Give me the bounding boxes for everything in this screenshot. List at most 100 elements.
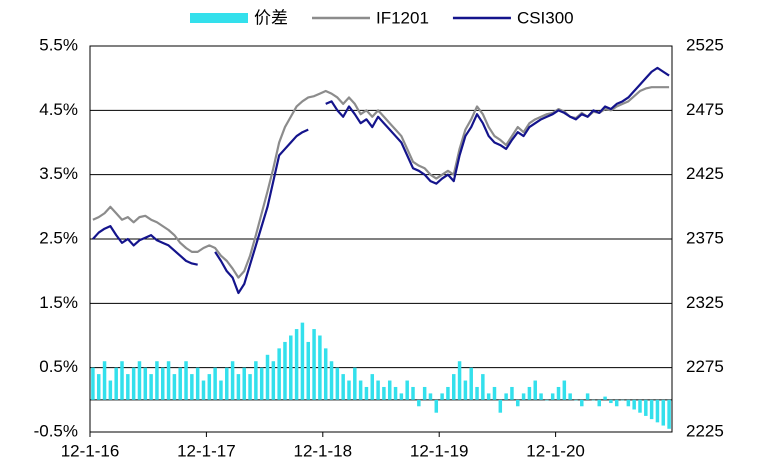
bar [533,380,537,400]
legend-label: IF1201 [376,8,429,27]
bar [574,399,578,401]
bar [422,386,427,400]
bar [644,399,648,416]
bar [353,367,357,400]
line [92,66,670,295]
bar [370,374,375,400]
bar [143,367,148,400]
bar [417,399,421,407]
bar [556,386,561,400]
bar [609,399,613,404]
bar [137,361,142,400]
y2-tick-label: 2375 [686,228,724,247]
bar [492,386,497,400]
y-tick-label: 2.5% [39,228,78,247]
legend-swatch [190,13,248,23]
x-tick-label: 12-1-19 [410,441,469,460]
y-tick-label: 3.5% [39,164,78,183]
bar [341,374,345,400]
bar [294,329,299,400]
bar [306,341,310,400]
bar [510,386,514,400]
bar [114,367,118,400]
bar [498,399,503,413]
bar [562,380,567,400]
bar [213,367,217,400]
bar [225,367,229,400]
plot-frame [89,45,673,433]
bar [318,335,322,400]
bar [364,386,369,400]
legend-label: CSI300 [517,8,574,27]
bar [632,399,636,410]
y-tick-label: 4.5% [39,100,78,119]
bar [102,361,107,400]
x-tick-label: 12-1-16 [61,441,120,460]
bar [155,361,159,400]
bar [591,399,596,401]
x-tick-label: 12-1-17 [177,441,236,460]
bar [358,380,363,400]
bar [248,374,252,400]
bar [434,399,439,413]
y2-tick-label: 2525 [686,35,724,54]
bar [521,393,526,400]
bar [219,380,223,400]
bar [545,399,549,401]
y-tick-label: -0.5% [34,421,78,440]
bar [335,367,340,400]
bar [469,367,473,400]
bar [347,380,351,400]
bar [131,367,136,400]
bar [649,399,654,420]
bar [504,393,508,400]
bar [580,399,584,407]
bar [149,374,153,400]
bar [166,361,171,400]
bar [242,367,246,400]
y2-tick-label: 2325 [686,293,724,312]
bar [126,374,130,400]
y2-tick-label: 2275 [686,357,724,376]
x-tick-label: 12-1-18 [293,441,352,460]
bar [411,386,415,400]
bar [236,374,241,400]
bar [614,399,619,407]
bar [475,386,479,400]
y-tick-label: 1.5% [39,293,78,312]
bar [289,335,293,400]
bar [428,393,433,400]
y2-tick-label: 2225 [686,421,724,440]
bar [382,386,386,400]
bar [516,399,520,407]
y2-tick-label: 2425 [686,164,724,183]
bar [481,374,485,400]
bar [620,399,625,401]
bar [387,380,392,400]
bar [120,361,124,400]
y-tick-label: 5.5% [39,35,78,54]
bar [265,354,270,400]
bar [452,374,456,400]
bar [399,393,404,400]
bar [376,380,380,400]
bar [638,399,642,413]
bar [283,341,287,400]
legend-label: 价差 [254,8,288,27]
bar [585,393,590,400]
bar [550,393,555,400]
bar [108,380,113,400]
bar [457,361,462,400]
x-tick-label: 12-1-20 [526,441,585,460]
bar [184,361,188,400]
bar [568,393,572,400]
bar [230,361,235,400]
bar [190,374,194,400]
bar [440,393,444,400]
bar [300,322,305,400]
bar [96,374,101,400]
bar [178,367,182,400]
bar [271,361,276,400]
bar [161,367,165,400]
